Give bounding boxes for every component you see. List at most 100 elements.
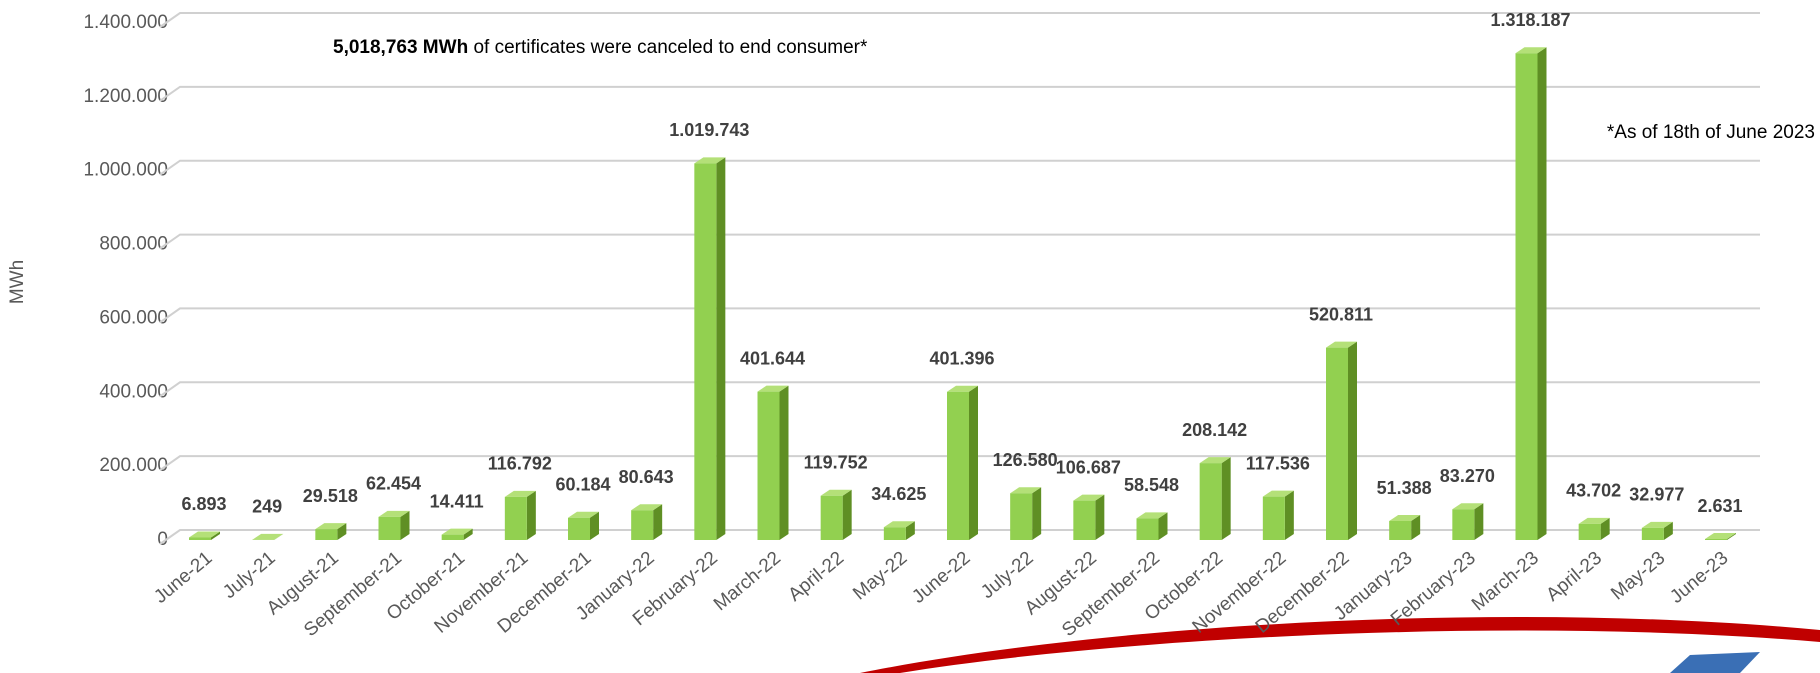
x-tick-label: May-22: [849, 548, 911, 605]
bar-face: [820, 495, 843, 540]
bar-face: [757, 385, 789, 392]
bar-face: [883, 527, 906, 540]
bar: [1073, 494, 1105, 540]
bar-face: [1578, 523, 1601, 540]
bar: [1389, 515, 1421, 540]
bar-face: [1010, 487, 1042, 494]
bar-face: [631, 504, 663, 511]
bar-face: [1474, 503, 1484, 540]
x-tick-label: June-23: [1666, 548, 1732, 608]
value-label: 106.687: [1056, 457, 1121, 477]
title-text: of certificates were canceled to end con…: [473, 37, 868, 58]
value-label: 29.518: [303, 486, 358, 506]
bar: [1705, 533, 1736, 540]
bar-face: [378, 516, 401, 540]
bar-face: [441, 528, 473, 535]
bar: [1136, 512, 1168, 540]
bar: [252, 533, 284, 540]
bar-face: [631, 510, 654, 540]
value-label: 51.388: [1377, 478, 1432, 498]
bar-face: [441, 534, 464, 540]
grid-line: [159, 307, 1760, 324]
grid-line: [159, 233, 1760, 250]
value-label: 520.811: [1309, 304, 1373, 324]
bar-face: [1348, 341, 1357, 540]
bar: [1326, 341, 1357, 540]
value-label: 60.184: [555, 475, 610, 495]
bar-face: [1641, 527, 1664, 540]
y-tick-label: 0: [157, 529, 168, 550]
bar: [441, 528, 473, 540]
bar-face: [1326, 347, 1348, 540]
bar-face: [463, 528, 473, 540]
bar: [883, 521, 915, 540]
bar: [1515, 47, 1547, 540]
value-label: 126.580: [993, 450, 1058, 470]
bar-face: [337, 523, 347, 540]
x-tick-label: May-23: [1607, 548, 1669, 605]
bar-face: [883, 521, 915, 528]
bar-face: [694, 157, 726, 164]
bar-face: [820, 489, 852, 496]
x-tick-label: March-23: [1468, 548, 1543, 616]
y-tick-label: 1.200.000: [83, 86, 168, 107]
bar-face: [1326, 341, 1357, 348]
bar: [189, 531, 220, 540]
bar-face: [1158, 512, 1168, 540]
bar-face: [1663, 521, 1673, 540]
bar: [694, 157, 726, 541]
bar-face: [842, 489, 852, 540]
y-tick-label: 200.000: [99, 455, 168, 476]
value-label: 32.977: [1629, 485, 1684, 505]
bar: [1010, 487, 1042, 540]
bar-face: [1537, 47, 1547, 540]
bar-face: [1284, 490, 1294, 540]
value-label: 401.396: [929, 349, 994, 369]
bar-face: [315, 523, 347, 530]
bar-face: [189, 537, 211, 540]
x-tick-label: April-23: [1542, 548, 1606, 606]
value-label: 6.893: [181, 494, 226, 514]
bar-face: [211, 531, 220, 540]
bar-face: [1411, 515, 1421, 540]
x-tick-label: June-21: [150, 548, 216, 608]
bar-face: [1136, 518, 1159, 540]
bar-face: [1199, 463, 1222, 540]
bar: [947, 385, 978, 540]
bar-face: [969, 385, 978, 540]
bar: [820, 489, 852, 540]
bar: [378, 510, 410, 540]
bar-face: [1600, 517, 1610, 540]
bar-face: [1452, 503, 1484, 510]
bar-face: [905, 521, 915, 540]
bar-face: [694, 163, 717, 541]
bar-face: [378, 510, 410, 517]
value-label: 208.142: [1182, 420, 1247, 440]
bar-face: [1578, 517, 1610, 524]
value-label: 119.752: [804, 453, 868, 473]
bar-face: [1389, 515, 1421, 522]
value-label: 43.702: [1566, 481, 1621, 501]
bar-face: [189, 531, 220, 538]
value-label: 58.548: [1124, 475, 1179, 495]
value-label: 83.270: [1440, 466, 1495, 486]
bar-face: [1199, 457, 1231, 464]
value-label: 80.643: [619, 467, 674, 487]
bar-face: [1221, 457, 1231, 540]
grid-line: [159, 159, 1760, 176]
bar-face: [1262, 490, 1294, 497]
bar-face: [526, 490, 536, 540]
grid-line: [159, 529, 1760, 545]
bar-face: [1515, 53, 1538, 540]
title-highlight: 5,018,763 MWh: [333, 37, 468, 58]
value-label: 1.019.743: [669, 120, 749, 140]
bar-face: [504, 490, 536, 497]
chart-title: 5,018,763 MWh of certificates were cance…: [333, 37, 868, 58]
bar-face: [653, 504, 663, 540]
bar-face: [1136, 512, 1168, 519]
bar: [1452, 503, 1484, 540]
bar: [568, 511, 599, 540]
bar-face: [716, 157, 726, 541]
bar-face: [1727, 533, 1736, 540]
